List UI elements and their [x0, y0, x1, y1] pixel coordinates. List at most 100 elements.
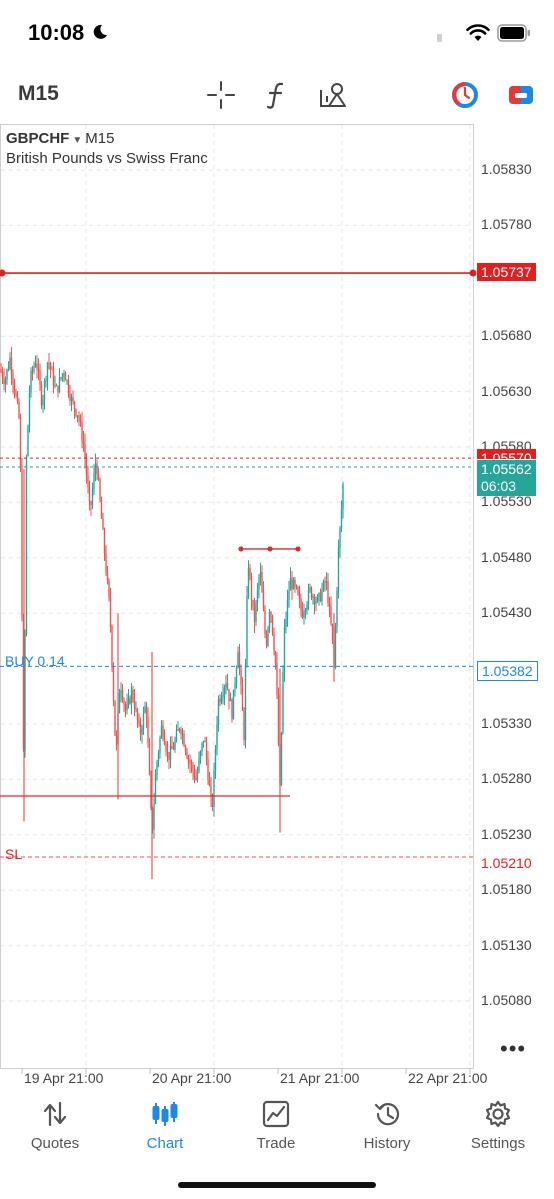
candle: [81, 412, 83, 449]
stop-loss-line-label[interactable]: SL: [5, 846, 23, 862]
candle-body: [103, 529, 106, 554]
candle: [307, 583, 310, 611]
candle: [78, 411, 80, 427]
time-tick-label: 20 Apr 21:00: [152, 1070, 232, 1086]
candle: [253, 598, 256, 634]
candle: [43, 378, 46, 410]
tab-settings[interactable]: Settings: [443, 1096, 553, 1160]
candle-body: [265, 633, 268, 646]
candle: [306, 600, 308, 615]
candle-body: [186, 751, 188, 759]
more-options-icon[interactable]: •••: [500, 1036, 527, 1061]
candle: [328, 596, 331, 618]
candle-body: [297, 587, 299, 595]
price-tick-label: 1.05130: [481, 936, 532, 953]
crosshair-icon[interactable]: [206, 80, 236, 110]
candle-body: [0, 369, 2, 372]
tab-history[interactable]: History: [332, 1096, 442, 1160]
candle-body: [307, 589, 310, 605]
candle: [327, 572, 329, 607]
candle-body: [319, 593, 322, 601]
timeframe-button[interactable]: M15: [18, 82, 59, 105]
candle-body: [54, 385, 56, 387]
candle: [87, 465, 89, 494]
one-click-trading-icon[interactable]: [450, 80, 480, 110]
tab-quotes[interactable]: Quotes: [0, 1096, 110, 1160]
candle-body: [276, 662, 278, 695]
candle-body: [66, 380, 68, 382]
candle-body: [225, 683, 227, 688]
candle-body: [148, 742, 151, 775]
chart-icon: [152, 1102, 178, 1126]
candle-body: [277, 694, 280, 745]
tab-label: Quotes: [30, 1135, 80, 1152]
price-tick-label: 1.05080: [481, 992, 532, 1008]
position-price-label[interactable]: 1.05382: [477, 661, 538, 681]
symbol-selector[interactable]: GBPCHF ▼ M15: [6, 130, 114, 147]
candle-body: [334, 626, 337, 668]
candle: [72, 390, 74, 405]
candle-body: [258, 577, 260, 590]
candle-body: [211, 796, 214, 808]
candle: [10, 347, 13, 386]
candle-body: [70, 397, 73, 401]
candle-body: [42, 399, 44, 406]
candle: [28, 385, 31, 433]
trade-toggle-icon[interactable]: [506, 80, 536, 110]
candle-body: [273, 634, 275, 652]
candle: [292, 577, 295, 590]
time-tick-label: 21 Apr 21:00: [280, 1070, 360, 1086]
candle-body: [216, 724, 218, 750]
candle-body: [19, 417, 22, 469]
candle: [315, 596, 317, 612]
tab-chart[interactable]: Chart: [110, 1096, 220, 1160]
candle-body: [234, 683, 236, 690]
candle-body: [163, 736, 166, 745]
candle: [268, 609, 271, 634]
candle-body: [331, 623, 334, 641]
candle: [228, 689, 230, 710]
candle-body: [57, 385, 59, 392]
candle-body: [313, 596, 316, 604]
candle: [91, 482, 94, 510]
candle-body: [55, 385, 58, 387]
candle-body: [201, 742, 203, 752]
position-line-label[interactable]: BUY 0.14: [5, 653, 65, 669]
candle-body: [172, 748, 175, 750]
function-icon[interactable]: [262, 80, 292, 110]
candle: [165, 741, 167, 757]
candle: [115, 730, 118, 751]
candle-body: [49, 363, 52, 370]
candle-body: [78, 415, 80, 421]
candle-body: [33, 366, 35, 372]
candle-body: [97, 475, 100, 480]
chart-canvas[interactable]: [0, 124, 554, 1096]
candle-body: [262, 592, 265, 611]
candle: [109, 587, 112, 633]
candle-body: [157, 752, 160, 762]
wifi-icon: [466, 24, 490, 41]
candle-body: [73, 401, 76, 410]
stop-loss-price-label[interactable]: 1.05210: [477, 854, 536, 872]
candle: [331, 623, 334, 645]
objects-icon[interactable]: [318, 80, 348, 110]
alert-price-label[interactable]: 1.05737: [477, 263, 536, 281]
candle-body: [178, 728, 181, 730]
price-tick-label: 1.05830: [481, 161, 532, 177]
alert-handle-left: [0, 269, 6, 277]
candle: [156, 759, 158, 781]
candle: [52, 361, 55, 394]
candle-body: [37, 368, 40, 371]
quotes-icon: [43, 1101, 67, 1127]
candle: [277, 687, 280, 747]
candle: [234, 677, 236, 697]
price-chart[interactable]: GBPCHF ▼ M15 British Pounds vs Swiss Franc…: [0, 124, 554, 1096]
candle-body: [193, 771, 196, 779]
candle-body: [324, 581, 326, 583]
candle: [339, 526, 341, 558]
candle: [264, 605, 266, 639]
candle: [148, 737, 151, 776]
time-tick-label: 22 Apr 21:00: [408, 1070, 488, 1086]
tab-trade[interactable]: Trade: [221, 1096, 331, 1160]
candle-body: [94, 463, 97, 474]
